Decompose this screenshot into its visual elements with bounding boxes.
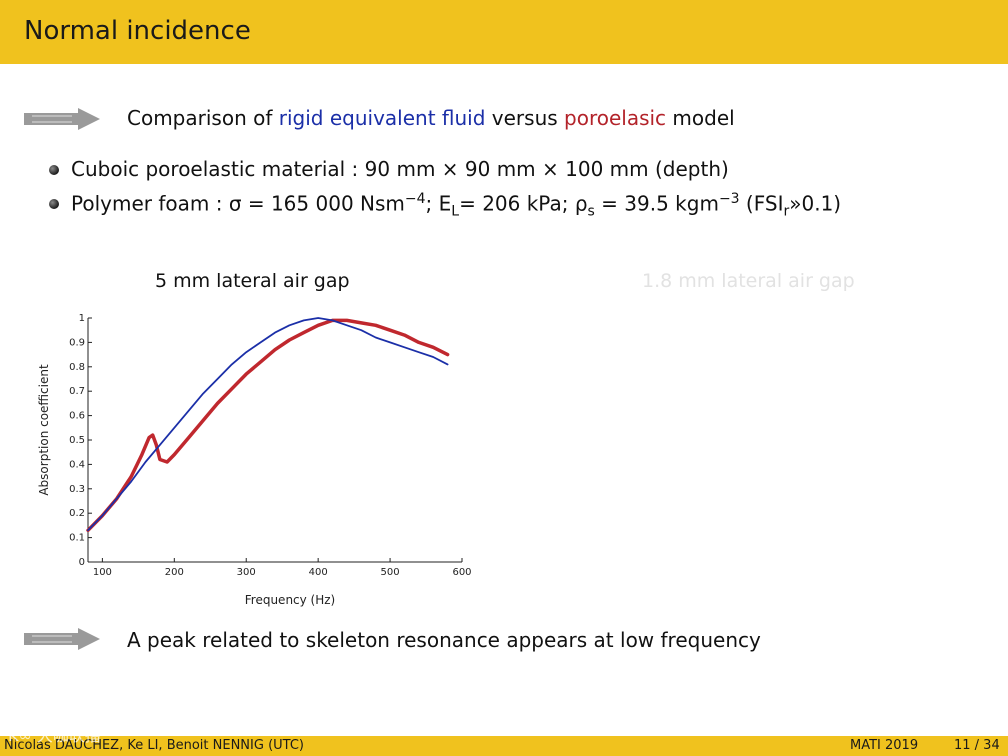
foam-sub-2: s (587, 203, 595, 220)
header-bar: Normal incidence (0, 0, 1008, 64)
bullet-material: Cuboic poroelastic material : 90 mm × 90… (71, 157, 729, 181)
y-tick-label: 0 (79, 557, 85, 568)
y-tick-label: 0.3 (69, 484, 85, 495)
x-tick-label: 300 (237, 567, 256, 578)
y-tick-label: 0.7 (69, 386, 85, 397)
intro-suffix: model (666, 106, 735, 130)
series-line-poroelastic (86, 318, 450, 533)
foam-text-c: = 206 kPa; ρ (459, 191, 588, 216)
y-tick-label: 0.1 (69, 533, 85, 544)
bullet-foam: Polymer foam : σ = 165 000 Nsm−4; EL= 20… (71, 191, 841, 220)
foam-text-b: ; E (425, 191, 452, 216)
x-axis-label: Frequency (Hz) (245, 593, 336, 607)
y-tick-label: 1 (79, 313, 85, 324)
y-tick-label: 0.6 (69, 411, 85, 422)
arrow-icon (24, 108, 100, 130)
x-tick-label: 100 (93, 567, 112, 578)
x-tick-label: 400 (309, 567, 328, 578)
y-tick-label: 0.9 (69, 337, 85, 348)
chart-series (86, 317, 450, 533)
foam-exp-2: −3 (718, 191, 740, 207)
x-tick-label: 200 (165, 567, 184, 578)
foam-text-a: Polymer foam : σ = 165 000 Nsm (71, 191, 405, 216)
bullet-icon (49, 199, 59, 209)
x-tick-label: 600 (452, 567, 471, 578)
y-axis-label: Absorption coefficient (37, 364, 51, 496)
foam-exp-1: −4 (404, 191, 426, 207)
conclusion-text: A peak related to skeleton resonance app… (127, 628, 761, 652)
bullet-icon (49, 165, 59, 175)
series-line-rigid (87, 317, 449, 532)
y-tick-label: 0.2 (69, 508, 85, 519)
comparison-heading: Comparison of rigid equivalent fluid ver… (127, 106, 735, 130)
page-title: Normal incidence (24, 16, 251, 46)
foam-text-e: (FSI (739, 191, 784, 216)
absorption-chart: 0 0.1 0.2 0.3 0.4 0.5 0.6 0.7 0.8 0.9 1 100 200 300 40… (37, 313, 472, 607)
chart-right-title: 1.8 mm lateral air gap (642, 270, 855, 292)
footer-authors: Nicolas DAUCHEZ, Ke LI, Benoit NENNIG (U… (4, 738, 304, 753)
y-tick-label: 0.5 (69, 435, 85, 446)
chart-labels: 0 0.1 0.2 0.3 0.4 0.5 0.6 0.7 0.8 0.9 1 100 200 300 40… (37, 313, 472, 607)
arrow-icon (24, 628, 100, 650)
intro-prefix: Comparison of (127, 106, 279, 130)
foam-sub-1: L (451, 203, 460, 220)
chart-axes (87, 317, 463, 563)
x-tick-label: 500 (381, 567, 400, 578)
watermark-logo: K∞ 大咖联播 (8, 726, 101, 745)
foam-text-d: = 39.5 kgm (594, 191, 719, 216)
foam-text-f: »0.1) (789, 191, 842, 216)
chart-left-title: 5 mm lateral air gap (155, 270, 350, 292)
poroelastic-model-label: poroelasic (564, 106, 667, 130)
foam-sub-3: r (783, 203, 790, 220)
footer-page-number: 11 / 34 (954, 738, 1000, 753)
footer-conference: MATI 2019 (850, 738, 919, 753)
intro-middle: versus (485, 106, 565, 130)
rigid-model-label: rigid equivalent fluid (278, 106, 486, 130)
y-tick-label: 0.8 (69, 362, 85, 373)
footer-bar: Nicolas DAUCHEZ, Ke LI, Benoit NENNIG (U… (0, 736, 1008, 756)
y-tick-label: 0.4 (69, 459, 85, 470)
